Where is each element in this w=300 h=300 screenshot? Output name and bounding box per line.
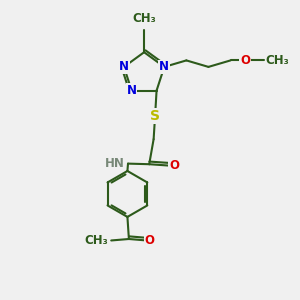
Text: N: N bbox=[159, 60, 169, 74]
Text: CH₃: CH₃ bbox=[132, 12, 156, 25]
Text: O: O bbox=[240, 54, 250, 67]
Text: CH₃: CH₃ bbox=[85, 234, 108, 247]
Text: N: N bbox=[119, 60, 129, 74]
Text: O: O bbox=[145, 234, 154, 247]
Text: S: S bbox=[150, 109, 160, 123]
Text: O: O bbox=[169, 159, 179, 172]
Text: CH₃: CH₃ bbox=[266, 54, 290, 67]
Text: N: N bbox=[127, 84, 137, 97]
Text: HN: HN bbox=[105, 157, 124, 170]
